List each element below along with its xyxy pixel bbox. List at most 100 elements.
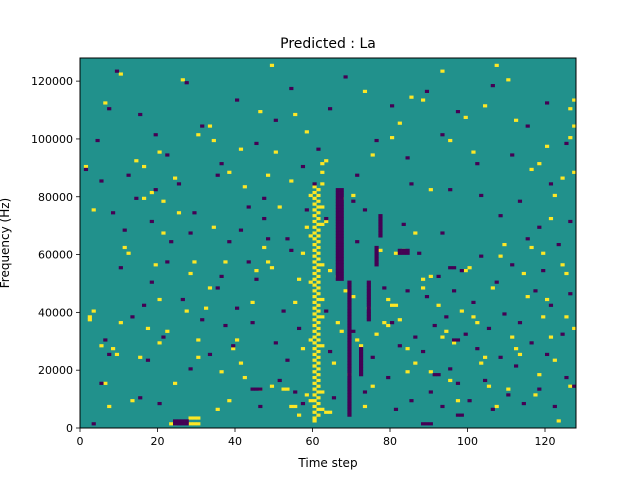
heatmap-cell-high xyxy=(494,63,499,67)
heatmap-cell-high xyxy=(428,274,433,278)
heatmap-cell-high xyxy=(316,228,321,232)
heatmap-cell-high xyxy=(196,422,201,426)
heatmap-cell-high xyxy=(316,188,321,192)
heatmap-cell-high xyxy=(316,234,321,238)
heatmap-cell-high xyxy=(312,271,317,276)
heatmap-cell-high xyxy=(308,399,313,403)
heatmap-cell-high xyxy=(312,237,317,241)
heatmap-cell-high xyxy=(157,341,162,345)
heatmap-cell-low xyxy=(347,413,352,417)
heatmap-cell-high xyxy=(413,361,418,365)
heatmap-cell-low xyxy=(347,344,352,348)
heatmap-cell-low xyxy=(366,286,371,290)
heatmap-cell-high xyxy=(316,401,321,406)
heatmap-cell-low xyxy=(393,407,399,411)
heatmap-cell-high xyxy=(312,283,317,287)
heatmap-cell-low xyxy=(502,312,507,316)
heatmap-cell-high xyxy=(312,399,317,403)
heatmap-cell-low xyxy=(343,75,348,79)
heatmap-cell-low xyxy=(405,248,410,252)
heatmap-cell-low xyxy=(335,263,340,267)
heatmap-cell-low xyxy=(347,300,352,304)
heatmap-cell-low xyxy=(231,344,236,348)
heatmap-cell-high xyxy=(320,344,325,348)
heatmap-cell-low xyxy=(285,237,290,241)
heatmap-cell-high xyxy=(335,321,340,325)
heatmap-cell-low xyxy=(486,326,492,331)
heatmap-cell-high xyxy=(529,245,534,250)
heatmap-cell-high xyxy=(471,150,476,154)
heatmap-cell-high xyxy=(316,396,321,400)
heatmap-cell-high xyxy=(324,219,329,224)
heatmap-cell-high xyxy=(273,150,278,154)
heatmap-cell-low xyxy=(289,248,294,252)
heatmap-cell-low xyxy=(390,321,395,325)
heatmap-cell-low xyxy=(335,222,340,226)
heatmap-cell-high xyxy=(91,208,96,212)
heatmap-cell-high xyxy=(316,211,321,215)
heatmap-cell-low xyxy=(95,138,100,143)
heatmap-cell-high xyxy=(180,78,185,82)
heatmap-cell-high xyxy=(300,251,306,255)
heatmap-cell-high xyxy=(118,321,123,325)
heatmap-cell-low xyxy=(138,112,143,117)
heatmap-cell-high xyxy=(316,367,321,371)
heatmap-cell-low xyxy=(335,214,340,218)
heatmap-cell-low xyxy=(359,364,364,368)
heatmap-cell-high xyxy=(266,260,271,264)
heatmap-cell-low xyxy=(83,167,89,172)
heatmap-cell-low xyxy=(359,358,364,362)
heatmap-cell-high xyxy=(393,251,399,255)
heatmap-cell-low xyxy=(548,182,554,186)
heatmap-cell-low xyxy=(184,422,189,426)
heatmap-cell-high xyxy=(242,375,247,380)
heatmap-cell-low xyxy=(378,216,383,221)
heatmap-cell-low xyxy=(246,260,251,264)
heatmap-cell-high xyxy=(316,373,321,377)
heatmap-cell-high xyxy=(114,352,120,357)
heatmap-cell-high xyxy=(397,318,402,322)
heatmap-cell-low xyxy=(556,243,561,247)
heatmap-cell-low xyxy=(374,263,379,267)
heatmap-cell-high xyxy=(514,118,519,122)
heatmap-cell-low xyxy=(339,260,344,264)
heatmap-cell-high xyxy=(556,419,561,423)
y-axis: 0 20000 40000 60000 80000 100000 120000 xyxy=(31,75,80,435)
heatmap-cell-high xyxy=(316,240,321,244)
heatmap-background xyxy=(80,58,576,428)
heatmap-cell-low xyxy=(475,347,480,351)
heatmap-cell-low xyxy=(347,378,352,383)
heatmap-cell-high xyxy=(328,269,333,273)
heatmap-cell-high xyxy=(390,136,395,140)
heatmap-cell-low xyxy=(421,422,426,426)
heatmap-cell-low xyxy=(359,349,364,354)
heatmap-cell-high xyxy=(312,335,317,339)
heatmap-cell-high xyxy=(312,214,317,218)
heatmap-cell-low xyxy=(436,373,441,377)
heatmap-cell-high xyxy=(215,407,220,411)
heatmap-cell-low xyxy=(378,214,383,218)
heatmap-cell-high xyxy=(517,352,523,357)
heatmap-cell-high xyxy=(161,231,166,235)
heatmap-cell-low xyxy=(335,190,340,195)
heatmap-cell-high xyxy=(223,260,228,264)
heatmap-cell-low xyxy=(359,361,364,365)
heatmap-cell-low xyxy=(200,124,205,128)
heatmap-cell-low xyxy=(397,344,402,348)
heatmap-cell-low xyxy=(149,219,154,224)
heatmap-cell-low xyxy=(390,104,395,108)
heatmap-cell-high xyxy=(316,413,321,417)
heatmap-cell-high xyxy=(421,277,426,281)
heatmap-cell-low xyxy=(405,251,410,255)
heatmap-cell-low xyxy=(378,228,383,232)
heatmap-cell-low xyxy=(157,401,162,406)
heatmap-cell-high xyxy=(312,387,317,391)
heatmap-cell-low xyxy=(339,240,344,244)
heatmap-cell-high xyxy=(192,416,197,420)
heatmap-cell-high xyxy=(316,384,321,388)
heatmap-cell-high xyxy=(207,124,213,128)
heatmap-cell-low xyxy=(490,84,495,88)
heatmap-cell-high xyxy=(378,248,383,252)
heatmap-cell-high xyxy=(498,254,503,258)
